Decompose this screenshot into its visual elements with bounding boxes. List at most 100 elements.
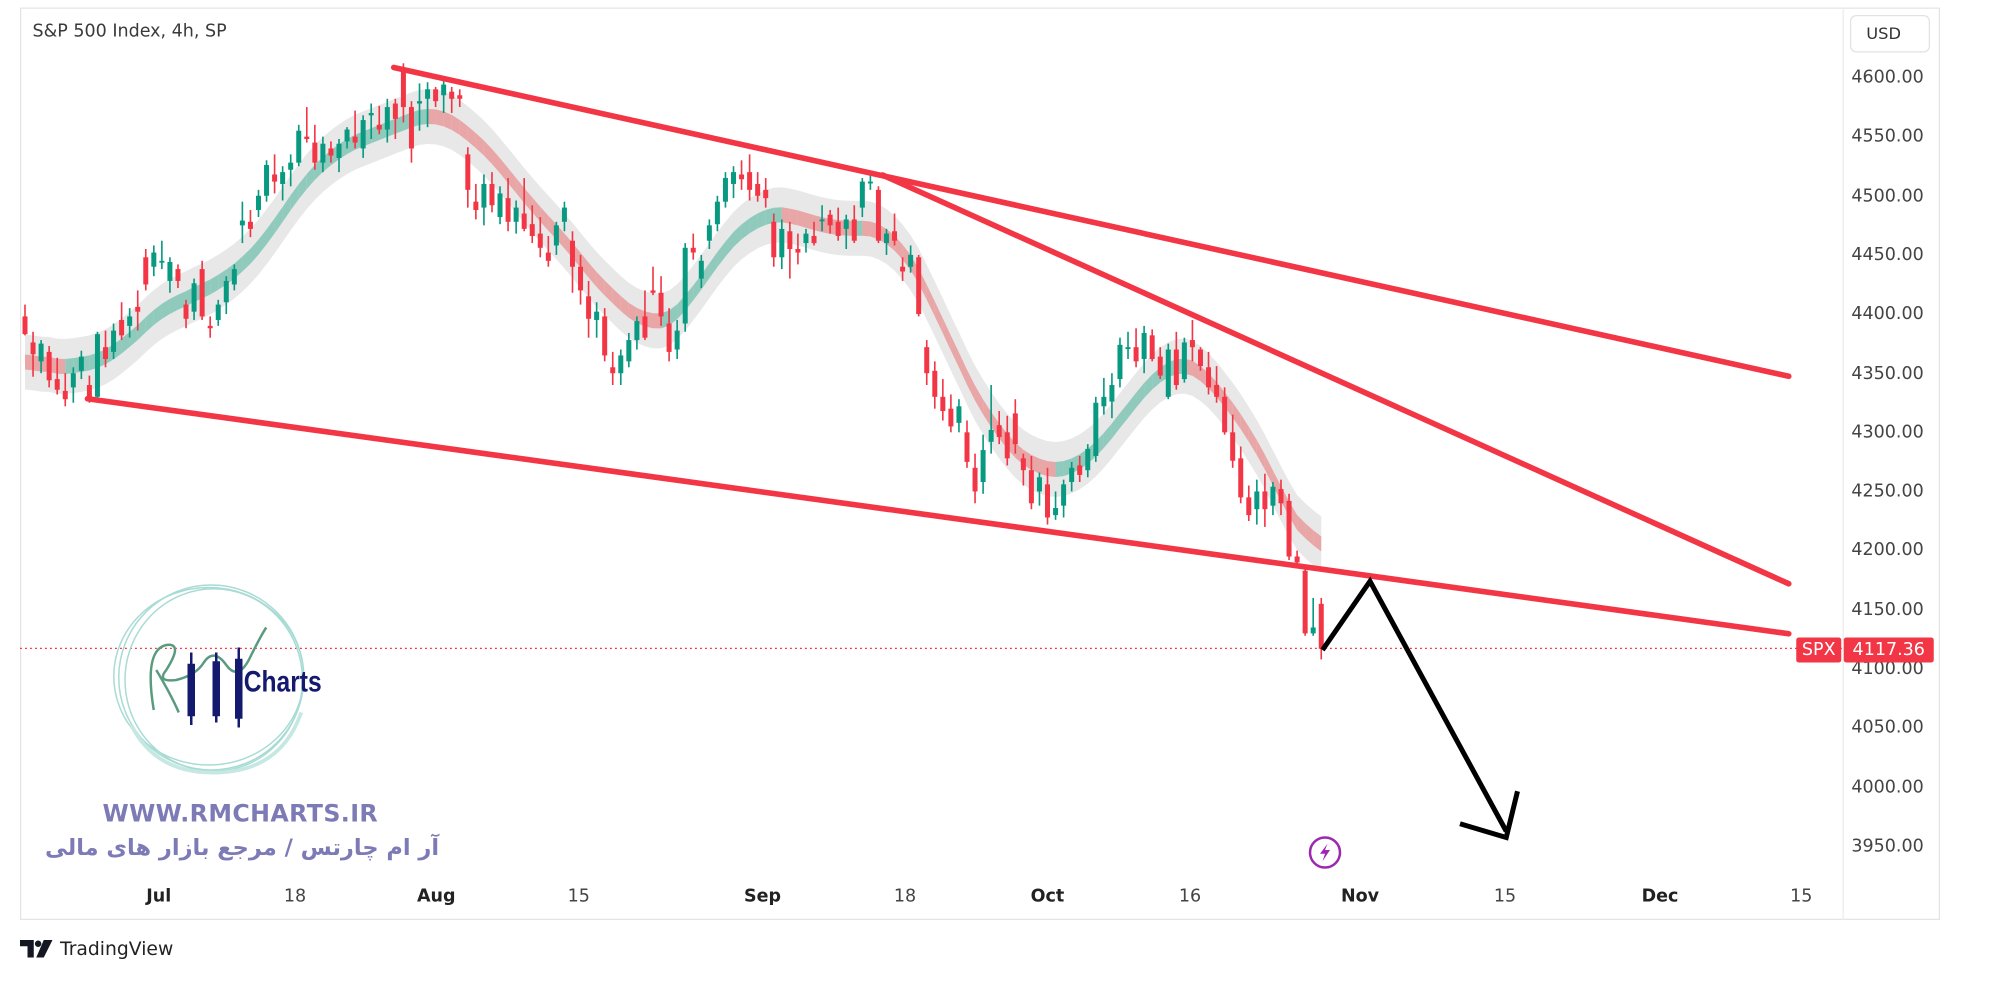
candle[interactable]: [94, 331, 100, 400]
candle[interactable]: [497, 186, 503, 225]
candle[interactable]: [578, 254, 584, 305]
candle[interactable]: [465, 147, 471, 208]
candle[interactable]: [1157, 347, 1163, 380]
candle[interactable]: [1197, 347, 1203, 371]
candle[interactable]: [1028, 455, 1034, 510]
candle[interactable]: [505, 178, 511, 232]
candle[interactable]: [851, 205, 857, 244]
candle[interactable]: [159, 240, 165, 270]
candle[interactable]: [553, 221, 559, 255]
candle[interactable]: [449, 86, 455, 113]
candle[interactable]: [441, 79, 447, 113]
candle[interactable]: [272, 154, 278, 194]
candle[interactable]: [835, 207, 841, 241]
candle[interactable]: [400, 63, 406, 123]
candle[interactable]: [771, 213, 777, 267]
candle[interactable]: [223, 276, 229, 315]
candle[interactable]: [255, 189, 261, 218]
candle[interactable]: [1020, 453, 1026, 486]
tradingview-brand[interactable]: TradingView: [20, 938, 173, 960]
candle[interactable]: [561, 201, 567, 232]
candle[interactable]: [843, 214, 849, 249]
candle[interactable]: [521, 178, 527, 232]
candle[interactable]: [1270, 482, 1276, 516]
candle[interactable]: [376, 105, 382, 135]
candle[interactable]: [1101, 377, 1107, 415]
candle[interactable]: [682, 243, 688, 332]
candle[interactable]: [135, 290, 141, 331]
candle[interactable]: [1254, 479, 1260, 525]
candle[interactable]: [1125, 331, 1131, 359]
candle[interactable]: [537, 217, 543, 258]
candle[interactable]: [972, 453, 978, 504]
candle[interactable]: [328, 141, 334, 163]
candle[interactable]: [1085, 444, 1091, 478]
candle[interactable]: [207, 316, 213, 338]
candle[interactable]: [296, 124, 302, 167]
candle[interactable]: [38, 340, 44, 374]
candle[interactable]: [183, 299, 189, 329]
candle[interactable]: [626, 332, 632, 368]
candle[interactable]: [932, 361, 938, 409]
candle[interactable]: [1318, 597, 1324, 660]
candle[interactable]: [320, 136, 326, 173]
lightning-circle-icon[interactable]: [1306, 834, 1344, 872]
candle[interactable]: [1222, 387, 1228, 435]
candle[interactable]: [859, 178, 865, 218]
candle[interactable]: [473, 183, 479, 220]
candle[interactable]: [1189, 319, 1195, 362]
candle[interactable]: [827, 209, 833, 234]
candle[interactable]: [755, 172, 761, 202]
candle[interactable]: [1093, 396, 1099, 462]
candle[interactable]: [70, 367, 76, 403]
candle[interactable]: [602, 308, 608, 362]
candle[interactable]: [698, 254, 704, 289]
candle[interactable]: [529, 205, 535, 244]
candle[interactable]: [425, 82, 431, 128]
candle[interactable]: [803, 228, 809, 253]
candle[interactable]: [1278, 479, 1284, 516]
candle[interactable]: [384, 98, 390, 143]
candle[interactable]: [78, 350, 84, 380]
candle[interactable]: [610, 351, 616, 386]
upper-channel-line[interactable]: [390, 64, 1792, 380]
candle[interactable]: [1012, 399, 1018, 454]
candle[interactable]: [127, 308, 133, 338]
candle[interactable]: [231, 264, 237, 291]
currency-button[interactable]: USD: [1850, 15, 1930, 53]
candle[interactable]: [722, 172, 728, 208]
candle[interactable]: [642, 290, 648, 341]
candle[interactable]: [264, 160, 270, 202]
candle[interactable]: [618, 349, 624, 386]
candle[interactable]: [1045, 467, 1051, 525]
candle[interactable]: [594, 302, 600, 338]
candle[interactable]: [143, 248, 149, 291]
candle[interactable]: [336, 139, 342, 173]
candle[interactable]: [175, 264, 181, 289]
candle[interactable]: [658, 276, 664, 326]
candle[interactable]: [1141, 325, 1147, 374]
candle[interactable]: [674, 319, 680, 359]
candle[interactable]: [119, 302, 125, 341]
candle[interactable]: [875, 186, 881, 244]
candle[interactable]: [1302, 564, 1308, 636]
inner-resistance-line[interactable]: [879, 172, 1792, 587]
lower-support-line[interactable]: [84, 395, 1792, 637]
candle[interactable]: [30, 331, 36, 377]
candle[interactable]: [1206, 351, 1212, 395]
candle[interactable]: [940, 379, 946, 421]
candle[interactable]: [795, 233, 801, 265]
candle[interactable]: [191, 278, 197, 320]
candle[interactable]: [1069, 461, 1075, 492]
candle[interactable]: [408, 101, 414, 163]
candle[interactable]: [731, 166, 737, 199]
candle[interactable]: [787, 221, 793, 279]
candle[interactable]: [1109, 373, 1115, 419]
candle[interactable]: [62, 373, 68, 407]
projection-arrow[interactable]: [1320, 576, 1520, 841]
candle[interactable]: [892, 213, 898, 246]
candle[interactable]: [215, 299, 221, 326]
candle[interactable]: [586, 280, 592, 338]
candle[interactable]: [883, 228, 889, 255]
